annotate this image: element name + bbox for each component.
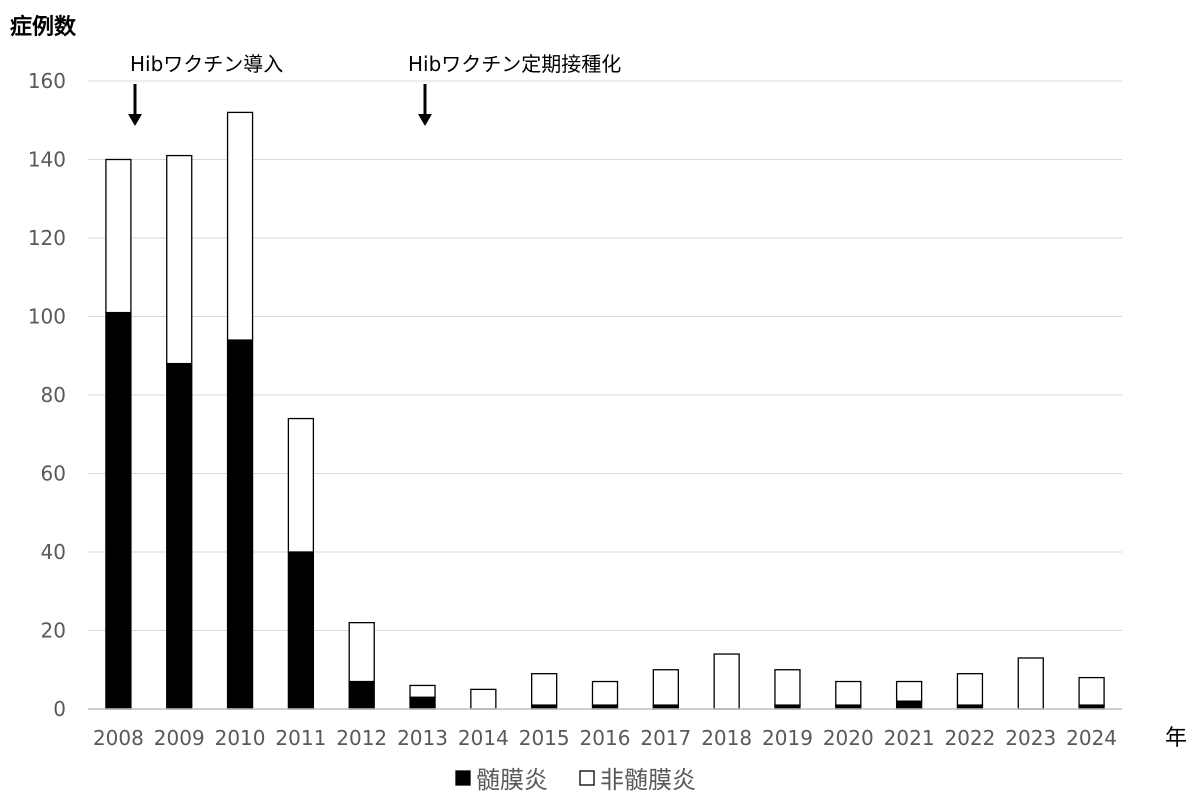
x-tick-label: 2021 — [884, 726, 935, 750]
y-axis-ticks: 0 20 40 60 80 100 120 140 160 — [28, 69, 66, 721]
bars — [105, 111, 1105, 710]
bar-non-meningitis-2013 — [409, 684, 436, 698]
y-tick-label: 140 — [28, 148, 66, 172]
x-tick-label: 2010 — [215, 726, 266, 750]
x-tick-label: 2017 — [640, 726, 691, 750]
legend: 髄膜炎 非髄膜炎 — [455, 766, 696, 794]
bar-non-meningitis-2017 — [652, 669, 679, 706]
x-tick-label: 2013 — [397, 726, 448, 750]
annotation-text: Hibワクチン定期接種化 — [408, 52, 621, 76]
x-tick-label: 2018 — [701, 726, 752, 750]
bar-non-meningitis-2018 — [713, 653, 740, 710]
bar-non-meningitis-2019 — [774, 669, 801, 706]
annotations: Hibワクチン導入 Hibワクチン定期接種化 — [128, 52, 621, 126]
x-tick-label: 2008 — [93, 726, 144, 750]
bar-non-meningitis-2014 — [470, 688, 497, 710]
x-tick-label: 2024 — [1066, 726, 1117, 750]
x-tick-label: 2009 — [154, 726, 205, 750]
x-tick-label: 2020 — [823, 726, 874, 750]
bar-non-meningitis-2015 — [531, 673, 558, 706]
bar-non-meningitis-2023 — [1017, 657, 1044, 710]
y-tick-label: 40 — [41, 540, 66, 564]
x-tick-label: 2019 — [762, 726, 813, 750]
bar-non-meningitis-2011 — [287, 417, 315, 553]
x-tick-label: 2011 — [275, 726, 326, 750]
x-tick-label: 2014 — [458, 726, 509, 750]
y-tick-label: 160 — [28, 69, 66, 93]
annotation-arrow-head — [418, 114, 432, 126]
y-tick-label: 60 — [41, 462, 66, 486]
bar-meningitis-2009 — [166, 362, 193, 710]
x-tick-label: 2023 — [1005, 726, 1056, 750]
y-tick-label: 20 — [41, 619, 66, 643]
legend-label: 髄膜炎 — [476, 766, 548, 794]
x-axis-ticks: 2008 2009 2010 2011 2012 2013 2014 2015 2016 2017… — [93, 726, 1117, 750]
bar-meningitis-2008 — [105, 311, 132, 710]
bar-non-meningitis-2008 — [105, 158, 132, 314]
bar-non-meningitis-2022 — [956, 673, 984, 706]
bar-non-meningitis-2010 — [226, 111, 254, 341]
annotation-arrow-head — [128, 114, 142, 126]
y-tick-label: 100 — [28, 305, 66, 329]
legend-swatch — [579, 770, 595, 786]
y-tick-label: 120 — [28, 226, 66, 250]
x-tick-label: 2016 — [580, 726, 631, 750]
bar-meningitis-2012 — [348, 680, 375, 710]
bar-meningitis-2013 — [409, 696, 436, 710]
x-axis-label: 年 — [1165, 726, 1187, 751]
annotation-text: Hibワクチン導入 — [130, 52, 283, 76]
y-tick-label: 0 — [53, 697, 66, 721]
y-axis-label: 症例数 — [10, 14, 77, 40]
gridlines — [88, 80, 1122, 631]
legend-swatch — [455, 770, 471, 786]
legend-label: 非髄膜炎 — [600, 766, 696, 794]
bar-meningitis-2011 — [287, 551, 315, 710]
bar-non-meningitis-2009 — [166, 154, 193, 365]
bar-non-meningitis-2021 — [895, 680, 923, 702]
bar-non-meningitis-2012 — [348, 622, 375, 683]
bar-meningitis-2021 — [895, 700, 923, 710]
bar-non-meningitis-2016 — [591, 680, 619, 706]
y-tick-label: 80 — [41, 383, 66, 407]
x-tick-label: 2012 — [336, 726, 387, 750]
bar-meningitis-2010 — [226, 339, 254, 710]
x-tick-label: 2015 — [519, 726, 570, 750]
bar-non-meningitis-2020 — [835, 680, 862, 706]
x-tick-label: 2022 — [944, 726, 995, 750]
bar-non-meningitis-2024 — [1078, 676, 1105, 706]
